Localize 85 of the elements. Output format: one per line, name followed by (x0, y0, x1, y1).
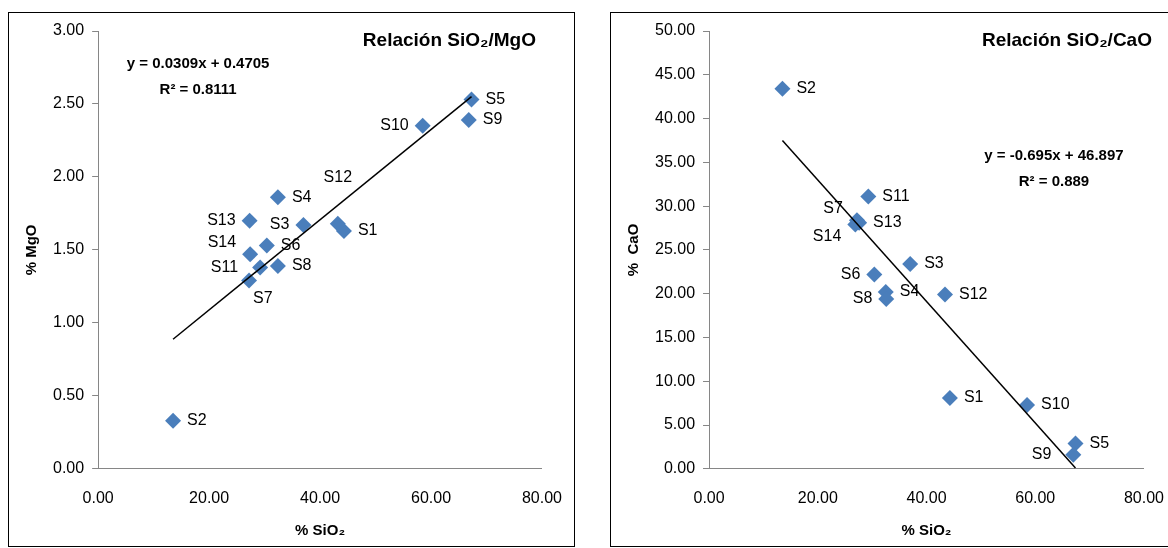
point (1067, 435, 1084, 452)
y-tick-label: 25.00 (654, 240, 696, 258)
x-tick-label: 60.00 (1015, 488, 1056, 506)
point (414, 117, 431, 134)
y-tick-label: 5.00 (663, 415, 696, 433)
point (866, 266, 883, 283)
data-label: S2 (796, 79, 817, 97)
x-tick-label: 0.00 (693, 488, 725, 506)
point (902, 255, 919, 272)
data-label: S1 (357, 221, 378, 239)
x-tick-label: 0.00 (82, 488, 114, 506)
data-label: S4 (291, 187, 312, 205)
point (774, 80, 791, 97)
x-axis-title: % SiO₂ (295, 521, 346, 539)
data-label: S10 (1041, 395, 1070, 413)
y-tick-label: 45.00 (654, 65, 696, 83)
y-tick-label: 1.50 (53, 240, 85, 258)
data-label: S4 (899, 282, 920, 300)
point (941, 389, 958, 406)
chart-title: Relación SiO₂/MgO (362, 29, 536, 51)
x-tick-label: 80.00 (521, 488, 563, 506)
data-label: S11 (882, 186, 910, 204)
x-axis-title: % SiO₂ (901, 521, 952, 539)
data-label: S7 (253, 288, 273, 306)
x-tick-label: 40.00 (300, 488, 341, 506)
x-tick-label: 40.00 (906, 488, 947, 506)
point (269, 257, 286, 274)
annotation: R² = 0.889 (1018, 172, 1090, 190)
x-tick-label: 60.00 (411, 488, 452, 506)
point (269, 189, 286, 206)
y-tick-label: 1.00 (53, 313, 85, 331)
y-axis-title: % CaO (624, 223, 642, 277)
y-tick-label: 20.00 (654, 284, 696, 302)
point (860, 188, 877, 205)
data-label: S13 (207, 211, 236, 229)
y-tick-label: 15.00 (654, 327, 696, 345)
data-label: S8 (852, 289, 873, 307)
data-label: S12 (323, 168, 353, 186)
data-label: S8 (291, 256, 312, 274)
y-tick-label: 2.50 (53, 94, 85, 112)
data-label: S11 (210, 257, 239, 275)
y-tick-label: 0.00 (53, 459, 85, 477)
annotation: y = 0.0309x + 0.4705 (126, 54, 270, 72)
y-tick-label: 30.00 (654, 196, 696, 214)
point (241, 212, 258, 229)
y-axis-title: % MgO (22, 224, 40, 276)
data-label: S3 (269, 215, 290, 233)
y-tick-label: 3.00 (53, 21, 85, 39)
data-label: S5 (1089, 433, 1110, 451)
y-tick-label: 35.00 (654, 152, 696, 170)
x-tick-label: 20.00 (189, 488, 230, 506)
point (329, 215, 346, 232)
y-tick-label: 40.00 (654, 108, 696, 126)
point (460, 112, 477, 129)
y-tick-label: 10.00 (654, 371, 696, 389)
point (1019, 396, 1036, 413)
point (1065, 446, 1082, 463)
data-label: S5 (485, 89, 506, 107)
annotation: R² = 0.8111 (159, 80, 237, 98)
data-label: S10 (380, 116, 409, 134)
y-tick-label: 2.00 (53, 167, 85, 185)
y-tick-label: 0.00 (663, 459, 696, 477)
data-label: S6 (840, 264, 861, 282)
data-label: S14 (207, 232, 237, 250)
data-label: S1 (963, 388, 984, 406)
x-tick-label: 80.00 (1123, 488, 1165, 506)
data-label: S9 (482, 110, 503, 128)
x-tick-label: 20.00 (797, 488, 838, 506)
data-label: S14 (812, 226, 842, 244)
data-label: S12 (958, 284, 988, 302)
point (242, 246, 259, 263)
y-tick-label: 50.00 (654, 21, 696, 39)
chart-title: Relación SiO₂/CaO (981, 29, 1152, 51)
data-label: S9 (1031, 445, 1052, 463)
annotation: y = -0.695x + 46.897 (984, 146, 1124, 164)
data-label: S2 (187, 411, 207, 429)
point (258, 237, 275, 254)
data-label: S7 (823, 198, 844, 216)
point (937, 286, 953, 303)
data-label: S3 (924, 254, 944, 272)
point (463, 91, 480, 108)
point (295, 217, 312, 234)
y-tick-label: 0.50 (53, 386, 85, 404)
point (165, 412, 182, 429)
data-label: S13 (873, 213, 902, 231)
